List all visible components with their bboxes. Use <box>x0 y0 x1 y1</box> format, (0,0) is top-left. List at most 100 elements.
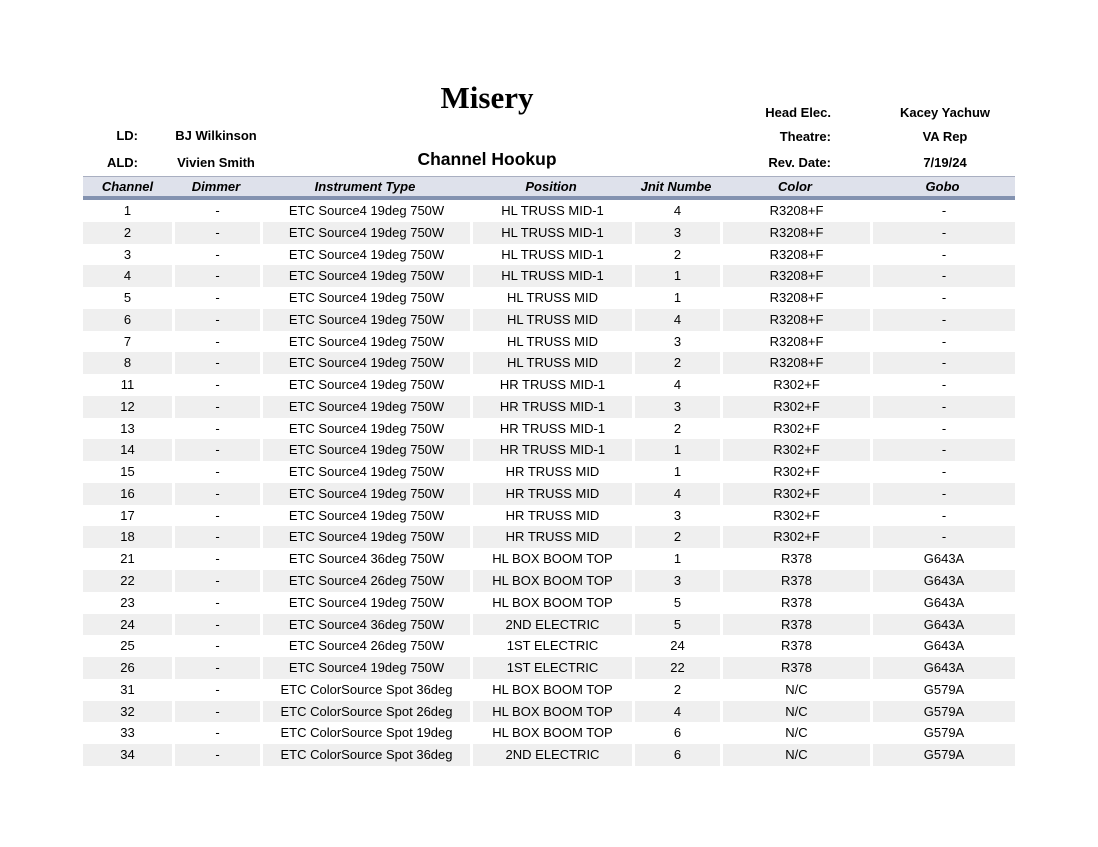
table-cell: G643A <box>870 635 1015 658</box>
hookup-table: Channel Dimmer Instrument Type Position Jnit… <box>83 176 1015 766</box>
table-cell: ETC Source4 19deg 750W <box>260 461 470 483</box>
document-subtitle: Channel Hookup <box>417 149 557 169</box>
table-cell: N/C <box>720 744 870 766</box>
table-cell: 3 <box>123 246 132 262</box>
head-elec-value: Kacey Yachuw <box>899 105 991 120</box>
table-cell: G579A <box>870 700 1015 723</box>
table-cell: R302+F <box>720 482 870 505</box>
table-cell: N/C <box>720 678 870 701</box>
table-row: 26- ETC Source4 19deg 750W 1ST ELECTRIC 22 R… <box>83 657 1015 679</box>
table-cell: R378 <box>720 613 870 636</box>
column-header: Position <box>525 179 577 194</box>
table-row: 32- ETC ColorSource Spot 26deg HL BOX BOOM… <box>83 700 1015 723</box>
table-row: 31 - ETC ColorSource Spot 36deg HL BOX BOOM… <box>83 678 1015 701</box>
table-row: 11- ETC Source4 19deg 750W HR TRUSS MID-1 4… <box>83 374 1015 396</box>
table-cell: HR TRUSS MID <box>470 482 632 505</box>
table-cell: - <box>172 287 260 309</box>
table-cell: R3208+F <box>720 308 870 331</box>
table-cell: 22 <box>83 570 172 592</box>
table-cell: G643A <box>870 570 1015 592</box>
table-cell: 4 <box>632 374 720 396</box>
table-cell: 11 <box>120 377 135 393</box>
ld-label: LD: <box>116 128 138 143</box>
theatre-value: VA Rep <box>922 129 968 144</box>
table-cell: HL BOX BOOM TOP <box>470 722 632 745</box>
table-cell: R302+F <box>720 395 870 418</box>
table-cell: 1 <box>632 439 720 462</box>
table-cell: G579A <box>870 744 1015 766</box>
table-cell: 25 <box>120 638 135 654</box>
table-row: 5- ETC Source4 19deg 750W HL TRUSS MID 1 R32… <box>83 287 1015 309</box>
table-cell: ETC Source4 19deg 750W <box>260 330 470 353</box>
table-cell: 4 <box>83 265 172 288</box>
table-cell: - <box>172 722 260 745</box>
table-cell: N/C <box>720 700 870 723</box>
table-cell: R3208+F <box>720 243 870 266</box>
table-cell: - <box>172 461 260 483</box>
table-cell: HL BOX BOOM TOP <box>470 548 632 571</box>
table-cell: - <box>172 265 260 288</box>
table-cell: 2ND ELECTRIC <box>470 613 632 636</box>
table-cell: 2 <box>632 678 720 701</box>
table-cell: HR TRUSS MID-1 <box>470 439 632 462</box>
head-elec-label: Head Elec. <box>765 105 831 120</box>
table-cell: 13 <box>120 420 135 436</box>
table-cell: ETC Source4 19deg 750W <box>260 221 470 244</box>
table-cell: - <box>172 243 260 266</box>
table-cell: - <box>172 504 260 527</box>
ald-value: Vivien Smith <box>177 155 255 170</box>
table-row: 33 - ETC ColorSource Spot 19deg HL BOX BOOM… <box>83 722 1015 745</box>
table-cell: 1 <box>632 265 720 288</box>
table-cell: - <box>172 700 260 723</box>
table-row: 3- ETC Source4 19deg 750W HL TRUSS MID-1 2 R… <box>83 243 1015 266</box>
table-cell: - <box>870 243 1015 266</box>
table-cell: ETC Source4 19deg 750W <box>260 265 470 288</box>
table-cell: - <box>172 200 260 222</box>
table-cell: - <box>870 287 1015 309</box>
table-cell: HL TRUSS MID-1 <box>470 200 632 222</box>
table-cell: 1ST ELECTRIC <box>470 657 632 679</box>
table-cell: - <box>172 548 260 571</box>
table-cell: - <box>172 221 260 244</box>
table-cell: HR TRUSS MID <box>470 504 632 527</box>
table-cell: ETC Source4 26deg 750W <box>260 570 470 592</box>
table-cell: HR TRUSS MID <box>470 526 632 549</box>
table-cell: 5 <box>123 290 132 306</box>
table-cell: - <box>870 439 1015 462</box>
table-cell: R3208+F <box>720 287 870 309</box>
column-header: Channel <box>101 179 154 194</box>
table-cell: ETC Source4 19deg 750W <box>260 200 470 222</box>
table-cell: - <box>172 570 260 592</box>
ald-label: ALD: <box>106 155 138 170</box>
table-cell: 6 <box>83 308 172 331</box>
table-cell: - <box>172 374 260 396</box>
table-cell: 18 <box>83 526 172 549</box>
table-cell: ETC Source4 19deg 750W <box>260 439 470 462</box>
table-cell: R378 <box>720 591 870 614</box>
table-cell: ETC Source4 19deg 750W <box>260 482 470 505</box>
table-cell: 4 <box>632 700 720 723</box>
table-cell: G579A <box>870 722 1015 745</box>
table-cell: 1 <box>123 203 132 218</box>
table-cell: HL BOX BOOM TOP <box>470 678 632 701</box>
table-cell: R3208+F <box>720 265 870 288</box>
table-cell: G643A <box>870 591 1015 614</box>
table-cell: 12 <box>83 395 172 418</box>
table-row: 16- ETC Source4 19deg 750W HR TRUSS MID 4 R3… <box>83 482 1015 505</box>
rev-date-value: 7/19/24 <box>923 155 967 170</box>
table-row: 14- ETC Source4 19deg 750W HR TRUSS MID-1 1… <box>83 439 1015 462</box>
table-cell: 2ND ELECTRIC <box>470 744 632 766</box>
table-cell: HL TRUSS MID-1 <box>470 243 632 266</box>
ld-value: BJ Wilkinson <box>175 128 257 143</box>
table-cell: G643A <box>870 613 1015 636</box>
table-cell: 32 <box>83 700 172 723</box>
table-cell: 21 <box>120 551 135 567</box>
table-cell: ETC Source4 19deg 750W <box>260 308 470 331</box>
column-header: Gobo <box>925 179 960 194</box>
table-cell: 2 <box>632 243 720 266</box>
table-cell: ETC Source4 19deg 750W <box>260 526 470 549</box>
table-cell: ETC Source4 26deg 750W <box>260 635 470 658</box>
table-row: 21 - ETC Source4 36deg 750W HL BOX BOOM TOP… <box>83 548 1015 571</box>
table-cell: - <box>172 330 260 353</box>
table-cell: ETC Source4 19deg 750W <box>260 395 470 418</box>
